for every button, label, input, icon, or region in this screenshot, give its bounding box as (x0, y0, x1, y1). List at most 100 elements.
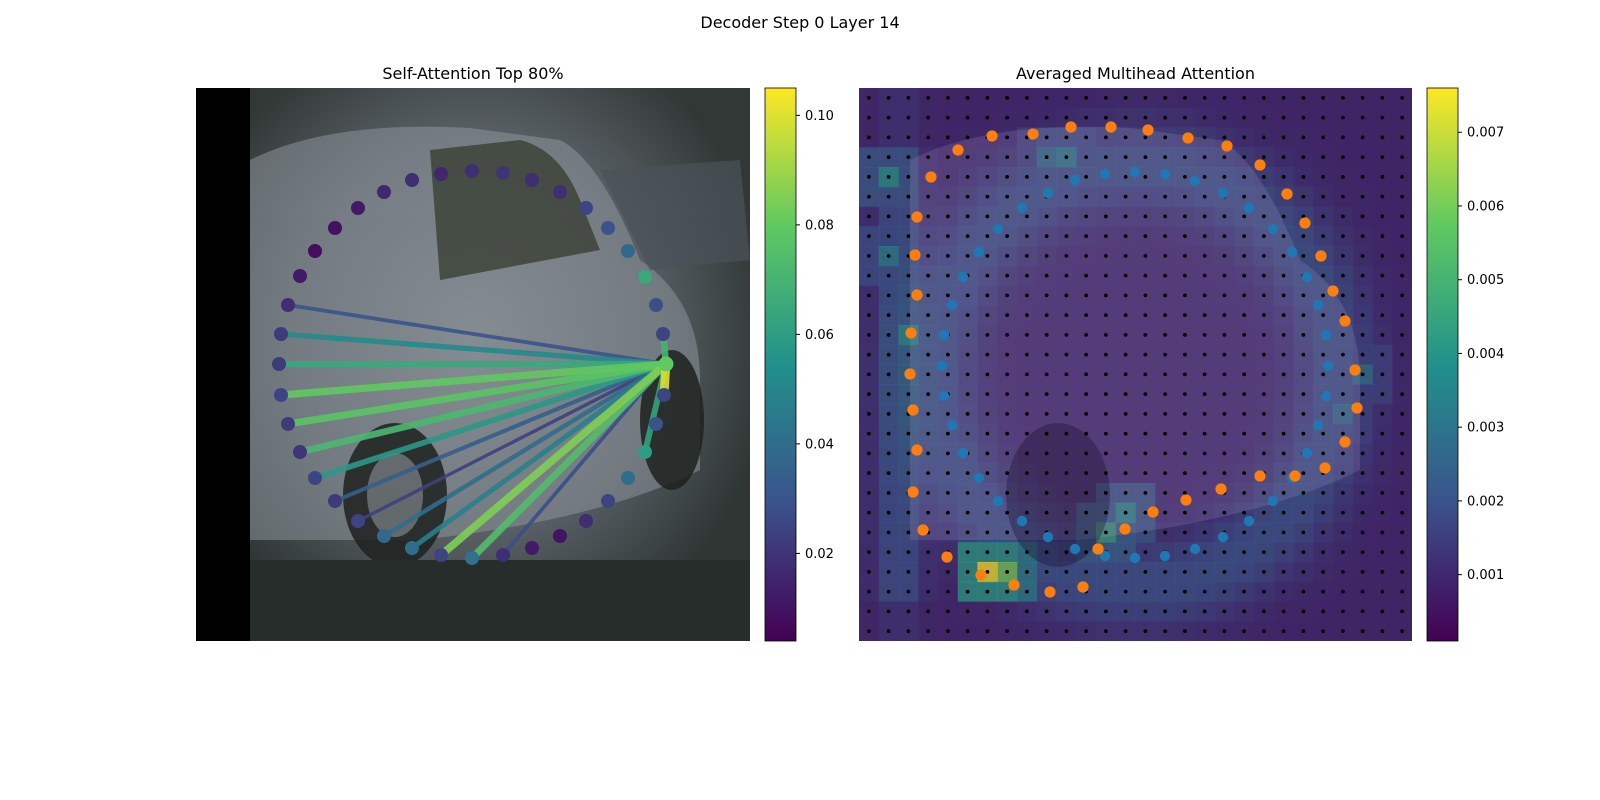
grid-point (945, 471, 950, 476)
grid-point (1143, 155, 1148, 160)
grid-point (886, 431, 891, 436)
grid-point (1222, 589, 1227, 594)
predicted-point (1027, 128, 1039, 140)
grid-point (1202, 293, 1207, 298)
grid-point (906, 194, 911, 199)
grid-point (1261, 411, 1266, 416)
grid-point (965, 609, 970, 614)
grid-point (906, 95, 911, 100)
grid-point (906, 431, 911, 436)
predicted-point (917, 524, 929, 536)
grid-point (1103, 253, 1108, 258)
grid-point (1242, 332, 1247, 337)
grid-point (1360, 530, 1365, 535)
grid-point (1044, 629, 1049, 634)
grid-point (1044, 550, 1049, 555)
grid-point (1123, 332, 1128, 337)
predicted-point (1092, 543, 1104, 555)
grid-point (1261, 530, 1266, 535)
grid-point (1143, 332, 1148, 337)
grid-point (1380, 629, 1385, 634)
grid-point (1222, 234, 1227, 239)
grid-point (1123, 629, 1128, 634)
grid-point (866, 293, 871, 298)
grid-point (1380, 293, 1385, 298)
grid-point (1400, 411, 1405, 416)
grid-point (886, 569, 891, 574)
grid-point (1005, 471, 1010, 476)
grid-point (965, 234, 970, 239)
grid-point (1222, 609, 1227, 614)
grid-point (965, 293, 970, 298)
grid-point (1242, 273, 1247, 278)
grid-point (1380, 135, 1385, 140)
predicted-point (1147, 506, 1159, 518)
grid-point (1261, 352, 1266, 357)
grid-point (866, 273, 871, 278)
reference-point (1312, 299, 1324, 311)
grid-point (1400, 332, 1405, 337)
grid-point (1242, 253, 1247, 258)
grid-point (985, 352, 990, 357)
grid-point (965, 115, 970, 120)
grid-point (1143, 234, 1148, 239)
grid-point (1005, 214, 1010, 219)
grid-point (1380, 431, 1385, 436)
grid-point (1182, 589, 1187, 594)
grid-point (1301, 194, 1306, 199)
grid-point (985, 569, 990, 574)
grid-point (926, 471, 931, 476)
predicted-points (904, 121, 1363, 598)
grid-point (886, 293, 891, 298)
polygon-vertex (553, 185, 567, 199)
grid-point (926, 194, 931, 199)
grid-point (985, 392, 990, 397)
grid-point (1380, 352, 1385, 357)
grid-point (1261, 451, 1266, 456)
grid-point (1064, 411, 1069, 416)
grid-point (1024, 95, 1029, 100)
grid-point (1024, 569, 1029, 574)
grid-point (1084, 135, 1089, 140)
grid-point (1123, 273, 1128, 278)
grid-point (1222, 174, 1227, 179)
grid-point (965, 550, 970, 555)
grid-point (1182, 253, 1187, 258)
grid-point (945, 510, 950, 515)
grid-point (1380, 411, 1385, 416)
reference-point (938, 329, 950, 341)
grid-point (1340, 411, 1345, 416)
grid-point (886, 273, 891, 278)
grid-point (1242, 530, 1247, 535)
reference-point (1016, 202, 1028, 214)
grid-point (1360, 135, 1365, 140)
grid-point (1123, 411, 1128, 416)
grid-point (1044, 313, 1049, 318)
grid-point (1123, 253, 1128, 258)
polygon-vertex (621, 471, 635, 485)
predicted-point (1221, 140, 1233, 152)
reference-point (1099, 168, 1111, 180)
reference-point (992, 495, 1004, 507)
grid-point (926, 234, 931, 239)
grid-point (886, 135, 891, 140)
grid-point (1340, 609, 1345, 614)
reference-point (1129, 552, 1141, 564)
grid-point (1340, 490, 1345, 495)
grid-point (1281, 253, 1286, 258)
grid-point (886, 115, 891, 120)
predicted-point (905, 327, 917, 339)
grid-point (926, 589, 931, 594)
polygon-vertex (496, 548, 510, 562)
grid-point (1281, 451, 1286, 456)
grid-point (1123, 352, 1128, 357)
grid-point (965, 471, 970, 476)
grid-point (1321, 352, 1326, 357)
grid-point (1202, 194, 1207, 199)
grid-point (926, 293, 931, 298)
grid-point (945, 293, 950, 298)
grid-point (1202, 589, 1207, 594)
grid-point (866, 115, 871, 120)
grid-point (1084, 629, 1089, 634)
grid-point (1005, 313, 1010, 318)
